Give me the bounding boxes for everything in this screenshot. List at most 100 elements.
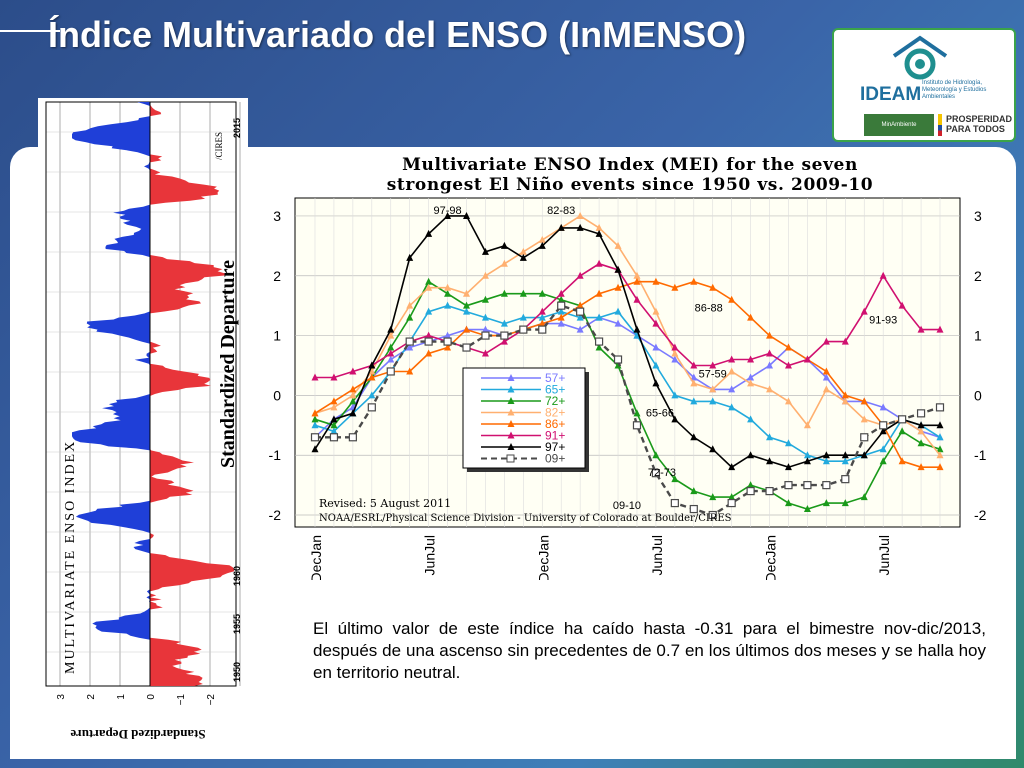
legend-marker: [507, 408, 515, 416]
enso-y-tick-right: 2: [974, 268, 982, 284]
series-point-97: [538, 241, 546, 249]
series-point-97: [595, 229, 603, 237]
mei-year-label: 1960: [232, 566, 242, 586]
series-point-09: [576, 307, 585, 316]
series-point-91: [671, 343, 679, 351]
series-point-91: [898, 301, 906, 309]
series-point-82: [349, 391, 357, 399]
series-point-82: [728, 367, 736, 375]
series-point-86: [330, 397, 338, 405]
series-point-09: [879, 421, 888, 430]
enso-annotation: 65-66: [646, 407, 674, 419]
series-point-82: [538, 235, 546, 243]
series-point-86: [898, 457, 906, 465]
series-point-97: [841, 451, 849, 459]
series-point-65: [595, 313, 603, 321]
mei-y-tick-label: −2: [206, 694, 217, 706]
series-point-86: [538, 319, 546, 327]
series-point-09: [746, 487, 755, 496]
series-point-86: [349, 385, 357, 393]
series-point-65: [841, 457, 849, 465]
series-point-97: [368, 361, 376, 369]
series-point-82: [500, 259, 508, 267]
series-point-72: [652, 451, 660, 459]
series-point-91: [349, 367, 357, 375]
legend-marker: [506, 454, 515, 463]
series-point-65: [368, 391, 376, 399]
series-point-72: [879, 457, 887, 465]
series-point-09: [935, 403, 945, 412]
ministry-badge: MinAmbiente: [864, 114, 934, 136]
series-point-97: [406, 253, 414, 261]
series-point-65: [766, 433, 774, 441]
series-point-65: [576, 313, 584, 321]
series-point-97: [311, 445, 319, 453]
series-point-97: [936, 421, 944, 429]
series-point-91: [633, 295, 641, 303]
series-point-97: [652, 379, 660, 387]
series-point-09: [519, 325, 528, 334]
series-point-09: [538, 325, 547, 334]
series-point-57: [728, 385, 736, 393]
series-point-72: [425, 277, 433, 285]
logo-institute: Instituto de Hidrología, Meteorología y …: [922, 80, 987, 100]
series-point-72: [349, 397, 357, 405]
series-point-57: [879, 403, 887, 411]
legend-label: 91+: [545, 429, 565, 443]
series-point-82: [633, 271, 641, 279]
series-point-82: [406, 301, 414, 309]
series-point-86: [368, 373, 376, 381]
series-point-72: [500, 289, 508, 297]
series-point-91: [425, 331, 433, 339]
series-point-65: [747, 415, 755, 423]
series-point-09: [841, 475, 850, 484]
mei-year-label: 1950: [232, 662, 242, 682]
ideam-emblem-icon: [892, 35, 948, 80]
series-point-09: [481, 331, 490, 340]
mei-y-tick-label: 1: [116, 694, 127, 700]
series-point-72: [614, 361, 622, 369]
title-rule: [0, 30, 60, 32]
series-point-91: [330, 373, 338, 381]
series-point-97: [444, 211, 452, 219]
series-point-97: [784, 463, 792, 471]
series-point-65: [879, 445, 887, 453]
series-point-72: [595, 343, 603, 351]
series-point-86: [595, 289, 603, 297]
enso-y-tick-left: 0: [273, 387, 281, 403]
series-point-91: [803, 355, 811, 363]
series-point-57: [614, 319, 622, 327]
series-point-65: [444, 301, 452, 309]
series-point-57: [387, 355, 395, 363]
series-point-09: [803, 481, 812, 490]
series-point-72: [860, 493, 868, 501]
series-point-72: [633, 409, 641, 417]
series-point-91: [500, 337, 508, 345]
series-point-65: [803, 451, 811, 459]
series-point-82: [917, 427, 925, 435]
series-point-65: [519, 313, 527, 321]
series-point-65: [425, 307, 433, 315]
series-point-82: [709, 385, 717, 393]
series-point-09: [500, 331, 509, 340]
series-point-65: [330, 427, 338, 435]
enso-y-tick-left: 1: [273, 328, 281, 344]
series-point-97: [671, 415, 679, 423]
legend-marker: [507, 443, 515, 450]
mei-year-label: 1955: [232, 614, 242, 634]
series-point-91: [557, 289, 565, 297]
series-point-65: [500, 319, 508, 327]
mei-y-tick-label: −1: [176, 694, 187, 706]
series-point-86: [747, 313, 755, 321]
series-point-91: [595, 259, 603, 267]
series-point-72: [728, 493, 736, 501]
series-point-91: [728, 355, 736, 363]
series-point-65: [538, 313, 546, 321]
series-point-91: [766, 349, 774, 357]
legend-marker: [507, 431, 515, 439]
mei-bottom-ylabel: Standardized Departure: [70, 727, 205, 742]
series-point-72: [803, 505, 811, 513]
series-point-72: [481, 295, 489, 303]
enso-x-tick-label: JunJul: [649, 535, 665, 575]
mei-ylabel: Standardized Departure: [217, 260, 239, 468]
